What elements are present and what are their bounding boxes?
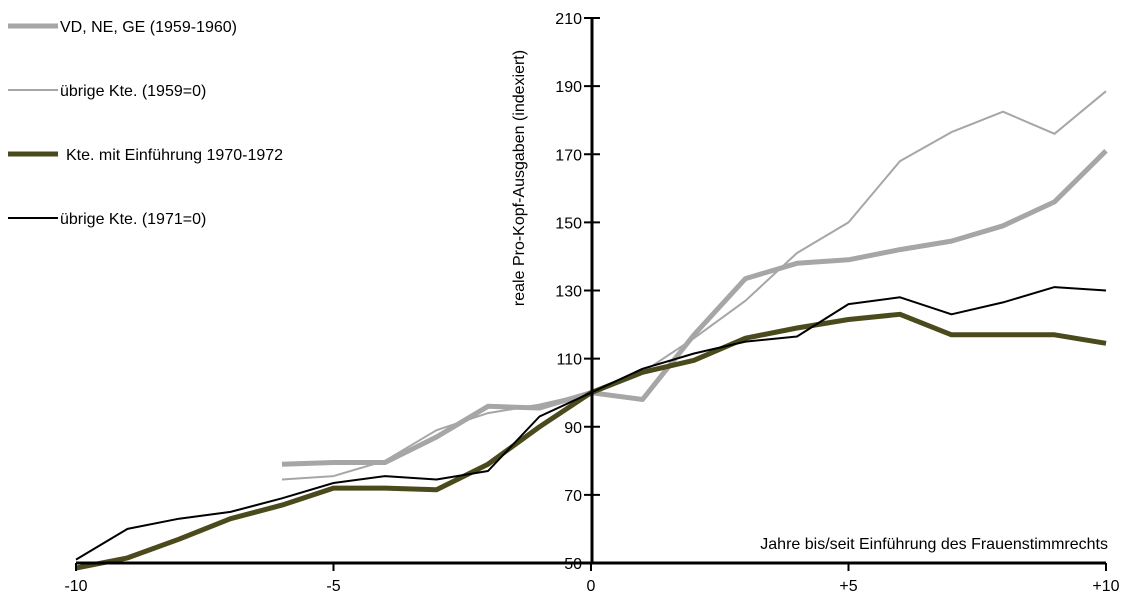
y-tick-label: 150	[555, 215, 582, 232]
series-line-1	[281, 149, 1108, 467]
series-line-2	[281, 90, 1107, 481]
y-tick-label: 170	[555, 147, 582, 164]
legend-label-3: Kte. mit Einführung 1970-1972	[66, 147, 283, 164]
y-tick-label: 130	[555, 284, 582, 301]
legend-label-2: übrige Kte. (1959=0)	[60, 83, 206, 100]
x-tick-label: +10	[1092, 578, 1119, 595]
x-axis-title: Jahre bis/seit Einführung des Frauenstim…	[760, 536, 1108, 553]
legend-label-4: übrige Kte. (1971=0)	[60, 211, 206, 228]
y-tick-label: 110	[556, 352, 582, 369]
y-tick-label: 190	[555, 79, 582, 96]
x-tick-label: +5	[839, 578, 857, 595]
x-tick-label: 0	[587, 578, 596, 595]
legend-label-1: VD, NE, GE (1959-1960)	[60, 19, 237, 36]
y-tick-label: 210	[555, 11, 582, 28]
y-tick-label: 50	[564, 556, 582, 573]
y-axis-title: reale Pro-Kopf-Ausgaben (indexiert)	[511, 50, 528, 306]
tick-layer: -10 -5 0 +5 +10 50 70 90 110 130 150 170 190 210	[64, 11, 1119, 595]
x-tick-label: -5	[326, 578, 340, 595]
legend: VD, NE, GE (1959-1960) übrige Kte. (1959=…	[8, 19, 283, 228]
x-tick-label: -10	[64, 578, 87, 595]
y-tick-label: 90	[564, 420, 582, 437]
y-tick-label: 70	[564, 488, 582, 505]
